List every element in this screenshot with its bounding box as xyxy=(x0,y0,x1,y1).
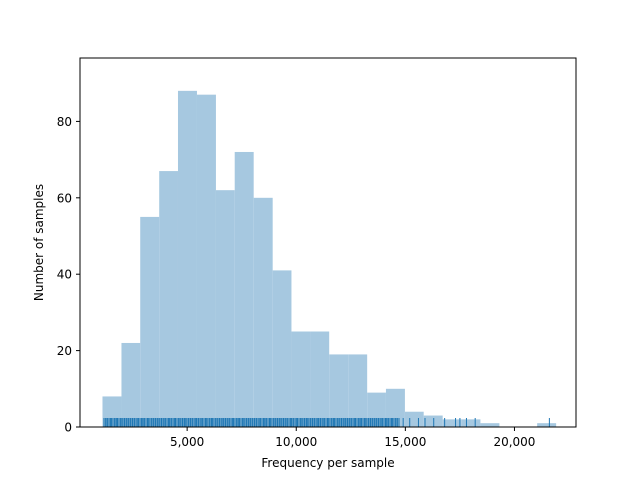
y-tick-label: 0 xyxy=(64,421,72,435)
histogram-bar xyxy=(385,388,405,427)
histogram-bar xyxy=(442,419,462,427)
histogram-bar xyxy=(461,419,481,427)
histogram-bar xyxy=(423,415,443,427)
histogram-bar xyxy=(310,331,330,427)
x-tick-label: 15,000 xyxy=(384,435,426,449)
histogram-bar xyxy=(140,216,160,427)
histogram-bar xyxy=(537,423,557,427)
histogram-bar xyxy=(291,331,311,427)
y-tick-label: 60 xyxy=(57,191,72,205)
y-axis-ticks: 0 20 40 60 80 xyxy=(57,115,80,435)
histogram-bar xyxy=(177,90,197,427)
y-tick-label: 40 xyxy=(57,268,72,282)
plot-frame xyxy=(79,57,577,428)
x-axis-label: Frequency per sample xyxy=(261,456,394,470)
histogram-bar xyxy=(253,197,273,427)
histogram-bar xyxy=(121,342,141,427)
histogram-bars xyxy=(102,90,557,428)
x-tick-label: 20,000 xyxy=(493,435,535,449)
x-axis-ticks: 5,000 10,000 15,000 20,000 xyxy=(170,427,535,449)
histogram-bar xyxy=(404,411,424,427)
x-tick-label: 10,000 xyxy=(275,435,317,449)
histogram-bar xyxy=(159,171,178,427)
rug-marks xyxy=(103,418,550,427)
y-tick-label: 80 xyxy=(57,115,72,129)
y-axis-label: Number of samples xyxy=(32,184,46,301)
histogram-bar xyxy=(272,270,292,427)
histogram-bar xyxy=(215,190,235,427)
histogram-bar xyxy=(329,354,349,427)
histogram-bar xyxy=(480,423,500,427)
histogram-bar xyxy=(196,94,216,428)
histogram-bar xyxy=(348,354,368,427)
y-tick-label: 20 xyxy=(57,344,72,358)
histogram-bar xyxy=(234,151,254,427)
x-tick-label: 5,000 xyxy=(170,435,204,449)
